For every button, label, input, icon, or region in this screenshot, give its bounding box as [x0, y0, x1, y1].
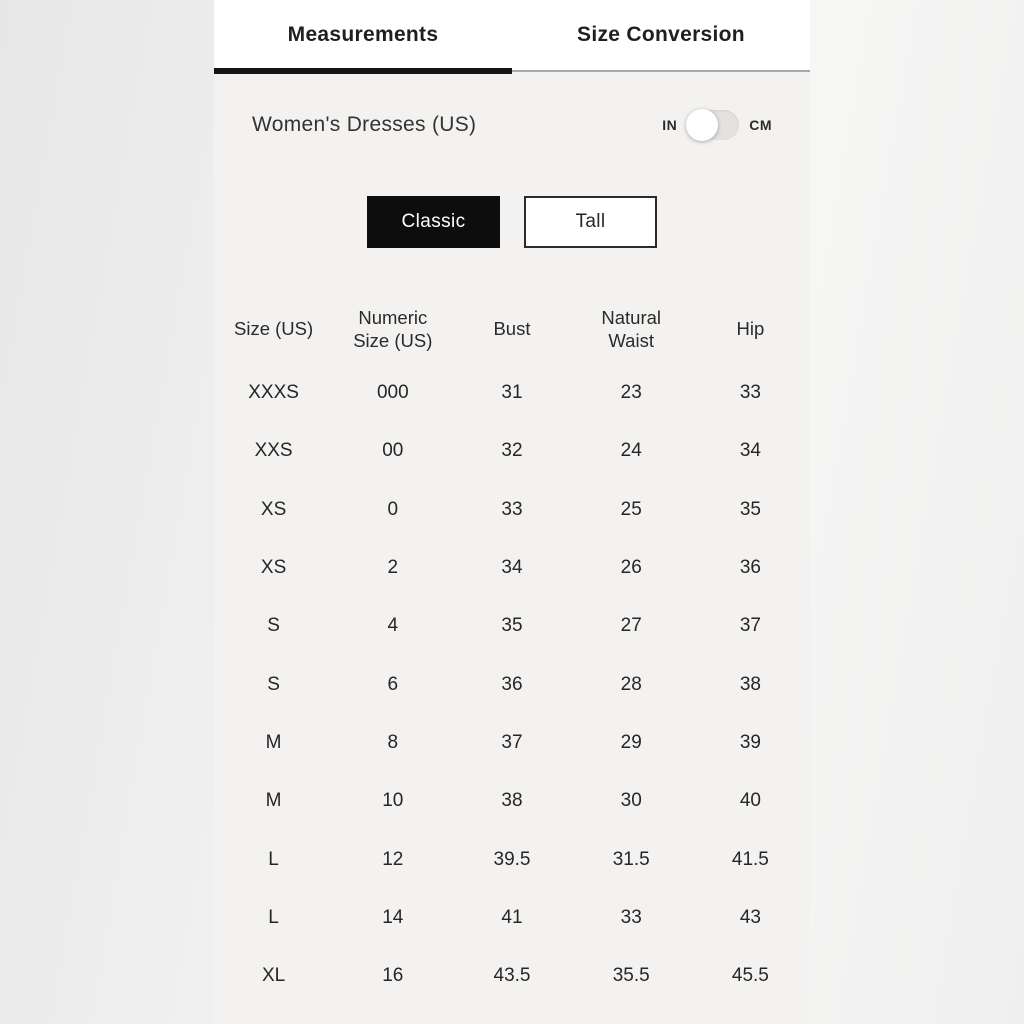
table-cell: 33: [501, 498, 523, 520]
table-cell: 41.5: [731, 848, 769, 870]
table-cell: 29: [620, 731, 642, 753]
table-cell: 41: [501, 906, 523, 928]
tab-measurements[interactable]: Measurements: [214, 0, 512, 74]
table-cell: 39: [739, 731, 761, 753]
table-cell: 2: [387, 557, 399, 579]
table-cell: M: [265, 731, 282, 753]
table-cell: 35: [501, 615, 523, 637]
table-cell: 30: [620, 790, 642, 812]
tab-size-conversion-label: Size Conversion: [577, 23, 745, 46]
column-header: Natural Waist: [601, 306, 662, 351]
table-cell: 35.5: [612, 965, 650, 987]
tab-measurements-label: Measurements: [287, 23, 439, 46]
table-cell: 000: [376, 382, 409, 404]
table-cell: 4: [387, 615, 399, 637]
table-cell: 16: [382, 965, 404, 987]
table-cell: XL: [261, 965, 286, 987]
table-cell: 00: [382, 440, 404, 462]
column-header: Hip: [736, 318, 765, 340]
table-cell: 8: [387, 731, 399, 753]
table-cell: 45.5: [731, 965, 769, 987]
table-cell: XS: [260, 498, 287, 520]
table-cell: 25: [620, 498, 642, 520]
unit-label-in: IN: [662, 117, 678, 133]
table-cell: 27: [620, 615, 642, 637]
table-cell: XXXS: [248, 382, 299, 404]
table-cell: 14: [382, 906, 404, 928]
table-cell: 37: [739, 615, 761, 637]
table-cell: 35: [739, 498, 761, 520]
size-table: Size (US) Numeric Size (US) Bust Natural Wa…: [214, 294, 810, 1005]
fit-button-tall[interactable]: Tall: [524, 196, 657, 248]
table-cell: 43.5: [493, 965, 531, 987]
unit-toggle-group: IN CM: [662, 109, 772, 141]
table-cell: L: [268, 906, 279, 928]
tab-bar: Measurements Size Conversion: [214, 0, 810, 74]
table-cell: XS: [260, 557, 287, 579]
table-cell: S: [267, 673, 280, 695]
unit-toggle[interactable]: [686, 109, 740, 141]
table-cell: 43: [739, 906, 761, 928]
fit-button-classic[interactable]: Classic: [367, 196, 500, 248]
table-cell: 28: [620, 673, 642, 695]
fit-selector: Classic Tall: [214, 196, 810, 248]
table-cell: 24: [620, 440, 642, 462]
table-cell: 36: [739, 557, 761, 579]
table-cell: 34: [739, 440, 761, 462]
column-header: Bust: [493, 318, 531, 340]
table-cell: XXS: [254, 440, 293, 462]
size-chart-panel: Measurements Size Conversion Women's Dre…: [214, 0, 810, 1024]
page-title: Women's Dresses (US): [252, 113, 477, 136]
table-cell: 34: [501, 557, 523, 579]
table-cell: L: [268, 848, 279, 870]
table-cell: 33: [739, 382, 761, 404]
table-cell: 26: [620, 557, 642, 579]
column-header: Numeric Size (US): [353, 306, 433, 351]
table-cell: 36: [501, 673, 523, 695]
measurements-content: Women's Dresses (US) IN CM Classic Tall …: [214, 72, 810, 1024]
table-cell: 38: [501, 790, 523, 812]
table-cell: 23: [620, 382, 642, 404]
table-cell: 38: [739, 673, 761, 695]
table-cell: 31.5: [612, 848, 650, 870]
table-cell: 6: [387, 673, 399, 695]
table-cell: 37: [501, 731, 523, 753]
table-cell: 32: [501, 440, 523, 462]
table-cell: S: [267, 615, 280, 637]
title-row: Women's Dresses (US) IN CM: [214, 95, 810, 155]
table-cell: 33: [620, 906, 642, 928]
table-cell: 0: [387, 498, 399, 520]
column-header: Size (US): [234, 318, 314, 340]
table-cell: M: [265, 790, 282, 812]
table-cell: 12: [382, 848, 404, 870]
table-cell: 39.5: [493, 848, 531, 870]
table-cell: 40: [739, 790, 761, 812]
toggle-knob-icon: [686, 109, 719, 141]
tab-size-conversion[interactable]: Size Conversion: [512, 0, 810, 70]
table-cell: 31: [501, 382, 523, 404]
table-cell: 10: [382, 790, 404, 812]
unit-label-cm: CM: [749, 117, 772, 133]
